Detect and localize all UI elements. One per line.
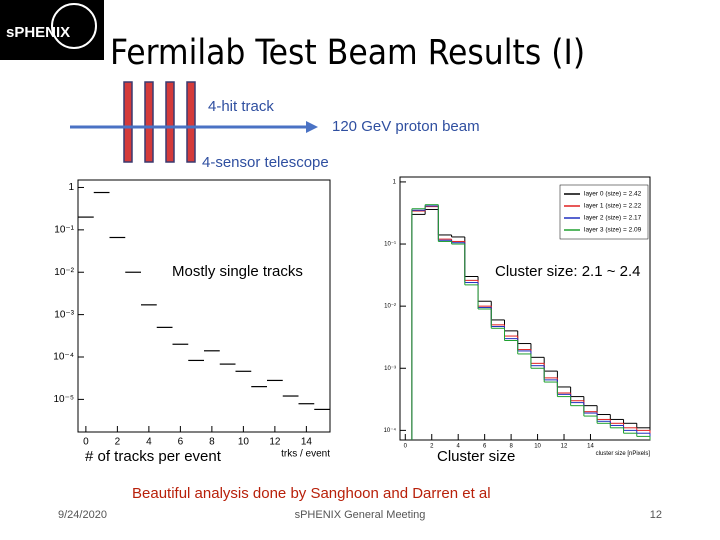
x-tick-label: 10 <box>238 437 250 448</box>
x-tick-label: 4 <box>457 444 461 450</box>
x-tick-label: 14 <box>587 444 594 450</box>
y-tick-label: 1 <box>393 179 397 185</box>
plot-frame <box>77 179 331 433</box>
x-tick-label: 4 <box>146 437 152 448</box>
credit: Beautiful analysis done by Sanghoon and … <box>132 485 491 502</box>
y-tick-label: 10⁻³ <box>54 309 74 320</box>
telescope-label: 4-sensor telescope <box>202 154 329 171</box>
x-tick-label: 2 <box>430 444 434 450</box>
plot-frame <box>399 176 651 441</box>
y-tick-label: 10⁻¹ <box>54 224 74 235</box>
sensor <box>123 81 133 163</box>
footer-page: 12 <box>650 509 662 521</box>
sensor <box>186 81 196 163</box>
y-tick-label: 10⁻⁴ <box>53 352 74 363</box>
x-tick-label: 0 <box>404 444 408 450</box>
arrow-head <box>306 121 318 133</box>
annotation: Mostly single tracks <box>172 263 303 280</box>
telescope-diagram <box>70 81 318 163</box>
logo-swirl <box>51 3 97 49</box>
annotation: Cluster size: 2.1 ~ 2.4 <box>495 263 641 280</box>
y-tick-label: 10⁻⁵ <box>53 394 74 405</box>
legend-label: layer 3 (size) = 2.09 <box>584 227 642 234</box>
caption: # of tracks per event <box>85 448 222 465</box>
logo-text: sPHENIX <box>6 24 70 41</box>
sensor <box>165 81 175 163</box>
x-tick-label: 6 <box>483 444 487 450</box>
x-tick-label: 0 <box>83 437 89 448</box>
x-tick-label: 8 <box>509 444 513 450</box>
y-tick-label: 10⁻⁴ <box>384 427 397 434</box>
sensor <box>144 81 154 163</box>
legend-label: layer 1 (size) = 2.22 <box>584 203 642 210</box>
legend-label: layer 2 (size) = 2.17 <box>584 215 642 222</box>
x-tick-label: 8 <box>209 437 215 448</box>
y-tick-label: 10⁻² <box>54 267 74 278</box>
footer-date: 9/24/2020 <box>58 509 107 521</box>
caption: Cluster size <box>437 448 515 465</box>
x-tick-label: 12 <box>561 444 568 450</box>
x-tick-label: 6 <box>178 437 184 448</box>
legend-label: layer 0 (size) = 2.42 <box>584 191 642 198</box>
x-tick-label: 14 <box>301 437 313 448</box>
x-tick-label: 12 <box>269 437 281 448</box>
beam-label: 120 GeV proton beam <box>332 118 480 135</box>
y-tick-label: 10⁻² <box>384 304 396 310</box>
y-tick-label: 10⁻³ <box>384 366 396 372</box>
x-axis-label: cluster size [nPixels] <box>596 451 651 457</box>
y-tick-label: 1 <box>68 182 74 193</box>
y-tick-label: 10⁻¹ <box>384 242 396 248</box>
x-tick-label: 2 <box>115 437 121 448</box>
footer-meeting: sPHENIX General Meeting <box>295 509 426 521</box>
x-tick-label: 10 <box>534 444 541 450</box>
slide-title: Fermilab Test Beam Results (I) <box>110 33 585 73</box>
x-axis-label: trks / event <box>281 449 330 460</box>
track-label: 4-hit track <box>208 98 274 115</box>
